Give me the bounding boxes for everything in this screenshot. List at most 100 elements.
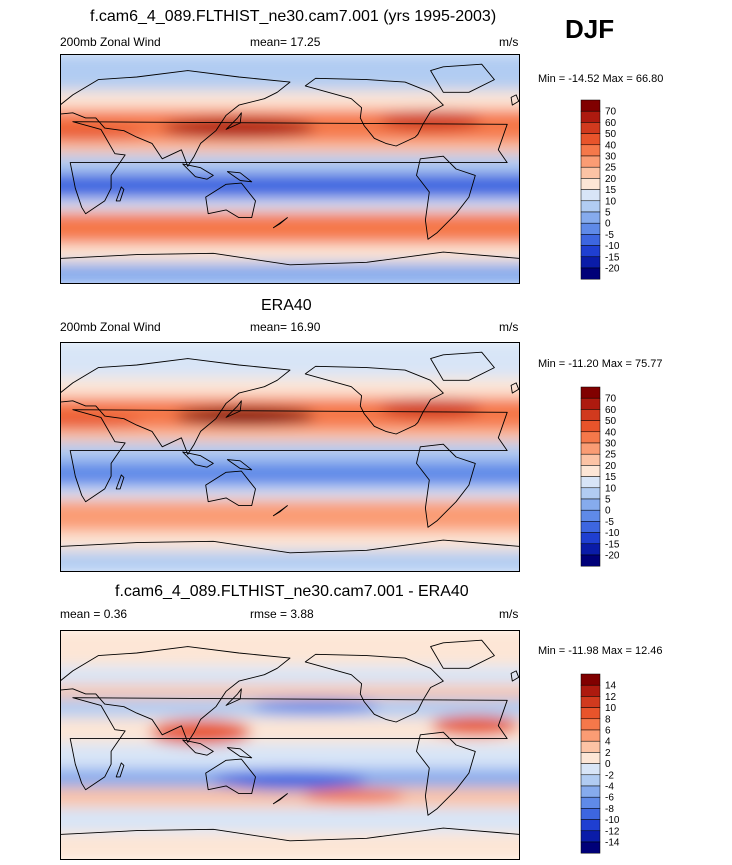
coastline-6	[60, 827, 520, 860]
colorbar-label-1: 12	[605, 692, 617, 703]
panel2-center-label: mean= 16.90	[250, 320, 321, 334]
coastline-2	[304, 77, 444, 147]
panel1-center-label: mean= 17.25	[250, 35, 321, 49]
panel1-units: m/s	[499, 35, 519, 49]
panel2-title: ERA40	[261, 297, 312, 314]
colorbar-box-8	[580, 476, 601, 489]
coastline-12	[115, 186, 125, 202]
band-0	[60, 54, 520, 95]
colorbar-label-4: 30	[605, 152, 617, 163]
band-7	[60, 211, 520, 248]
colorbar-box-13	[580, 245, 601, 258]
band-9	[60, 550, 520, 572]
colorbar-label-2: 10	[605, 703, 617, 714]
coastline-3	[416, 443, 476, 528]
band-1	[60, 90, 520, 114]
colorbar-box-7	[580, 465, 601, 477]
feature-2	[430, 715, 520, 737]
colorbar-box-3	[580, 133, 601, 146]
colorbar-label-2: 50	[605, 129, 617, 140]
panel3-minmax: Min = -11.98 Max = 12.46	[538, 645, 663, 657]
colorbar-box-10	[580, 211, 601, 224]
panel3-center-label: rmse = 3.88	[250, 607, 314, 621]
panel3-units: m/s	[499, 607, 519, 621]
coastline-7	[182, 163, 214, 180]
band-6	[60, 198, 520, 216]
band-3	[60, 141, 520, 159]
coastline-2	[304, 653, 444, 723]
colorbar-box-1	[580, 684, 601, 697]
coastline-3	[416, 731, 476, 816]
colorbar-label-8: -2	[605, 770, 614, 781]
map-frame	[60, 342, 520, 572]
band-4	[60, 154, 520, 178]
colorbar-label-10: 0	[605, 506, 611, 517]
coastline-8	[226, 459, 253, 471]
coastline-6	[60, 539, 520, 572]
colorbar-box-8	[580, 763, 601, 776]
feature-1	[379, 398, 482, 419]
feature-4	[251, 699, 380, 715]
colorbar-label-14: -14	[605, 838, 620, 849]
colorbar-box-13	[580, 819, 601, 832]
colorbar-label-11: -5	[605, 230, 614, 241]
colorbar-label-13: -15	[605, 252, 620, 263]
coastline-9	[225, 400, 242, 418]
colorbar-box-9	[580, 200, 601, 213]
colorbar-box-5	[580, 729, 601, 742]
band-1	[60, 378, 520, 402]
colorbar-label-0: 70	[605, 107, 617, 118]
band-5	[60, 173, 520, 203]
colorbar-box-15	[580, 841, 601, 854]
coastline-0	[60, 70, 291, 167]
colorbar-label-2: 50	[605, 416, 617, 427]
feature-0	[175, 407, 316, 426]
colorbar-label-13: -12	[605, 826, 620, 837]
colorbar-box-2	[580, 409, 601, 421]
band-9	[60, 262, 520, 284]
colorbar-label-0: 70	[605, 394, 617, 405]
colorbar-box-1	[580, 397, 601, 410]
season-label: DJF	[565, 14, 615, 44]
coastline-7	[182, 451, 214, 468]
feature-3	[302, 788, 405, 804]
coastline-9	[225, 112, 242, 130]
coastline-7	[182, 739, 214, 756]
coastline-6	[60, 251, 520, 284]
colorbar-label-1: 60	[605, 405, 617, 416]
colorbar-label-13: -15	[605, 539, 620, 550]
band-0	[60, 342, 520, 383]
colorbar-label-6: 2	[605, 748, 611, 759]
panel3-title: f.cam6_4_089.FLTHIST_ne30.cam7.001 - ERA…	[115, 583, 469, 600]
band-0	[60, 630, 520, 671]
coastline-11	[272, 793, 288, 805]
colorbar-label-7: 15	[605, 472, 617, 483]
colorbar-label-12: -10	[605, 528, 620, 539]
feature-0	[213, 770, 367, 791]
colorbar-box-8	[580, 189, 601, 202]
colorbar-box-12	[580, 234, 601, 246]
colorbar-label-5: 4	[605, 737, 611, 748]
coastline-1	[69, 409, 508, 503]
colorbar-label-12: -10	[605, 241, 620, 252]
band-9	[60, 832, 520, 860]
colorbar-box-14	[580, 256, 601, 269]
colorbar-box-5	[580, 442, 601, 455]
colorbar-box-0	[580, 99, 601, 112]
colorbar-label-1: 60	[605, 118, 617, 129]
coastline-4	[205, 182, 256, 219]
colorbar-label-8: 10	[605, 196, 617, 207]
colorbar-box-6	[580, 166, 601, 179]
panel2-left-label: 200mb Zonal Wind	[60, 320, 161, 334]
colorbar-box-11	[580, 509, 601, 522]
colorbar-label-5: 25	[605, 163, 617, 174]
colorbar-label-3: 40	[605, 427, 617, 438]
colorbar-label-14: -20	[605, 551, 620, 562]
colorbar-box-0	[580, 673, 601, 686]
coastline-10	[510, 670, 520, 682]
colorbar-box-11	[580, 796, 601, 809]
colorbar-label-10: 0	[605, 219, 611, 230]
colorbar-box-15	[580, 554, 601, 567]
